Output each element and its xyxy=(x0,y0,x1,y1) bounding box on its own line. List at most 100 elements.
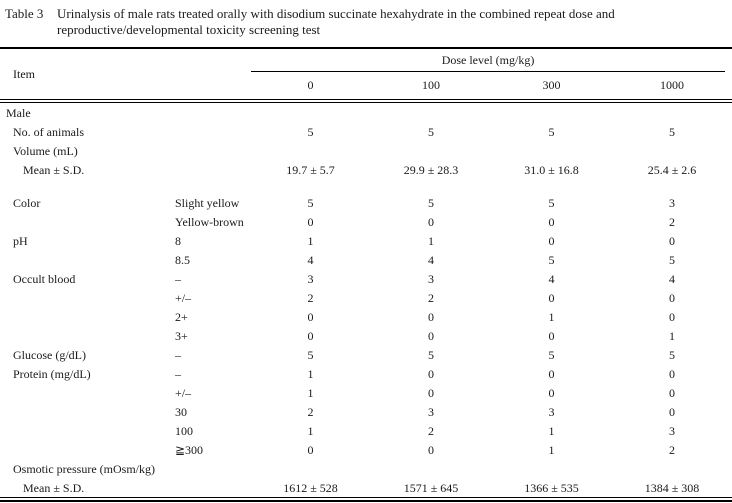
value-cell: 0 xyxy=(307,214,314,229)
column-header-dose-100: 100 xyxy=(422,78,440,92)
table-row: Osmotic pressure (mOsm/kg) xyxy=(0,459,732,478)
column-header-dose-0: 0 xyxy=(307,78,314,92)
value-cell: 1571 ± 645 xyxy=(403,480,459,495)
value-cell: 5 xyxy=(307,195,314,210)
value-cell: 0 xyxy=(428,309,434,324)
value-cell: 0 xyxy=(669,366,676,381)
category-cell: Yellow-brown xyxy=(175,214,244,229)
category-cell: 8 xyxy=(175,233,181,248)
value-cell: 2 xyxy=(669,214,676,229)
value-cell: 0 xyxy=(669,309,676,324)
item-cell xyxy=(0,383,175,402)
category-cell: 30 xyxy=(175,404,187,419)
value-cell: 5 xyxy=(548,252,555,267)
value-cell: 31.0 ± 16.8 xyxy=(524,162,579,177)
value-cell: 0 xyxy=(669,290,676,305)
value-cell: 0 xyxy=(428,366,434,381)
header-row-group: Item Dose level (mg/kg) xyxy=(0,49,732,81)
caption-line1: Urinalysis of male rats treated orally w… xyxy=(57,6,615,21)
value-cell xyxy=(371,141,491,160)
caption-label: Table 3 xyxy=(5,6,44,21)
category-cell xyxy=(175,122,250,141)
value-cell: 0 xyxy=(428,442,434,457)
value-cell xyxy=(250,103,371,122)
value-cell: 2 xyxy=(669,442,676,457)
table-row: Glucose (g/dL) – 5 5 5 5 xyxy=(0,345,732,364)
item-cell xyxy=(0,288,175,307)
value-cell: 2 xyxy=(307,290,314,305)
table-row: pH 8 1 1 0 0 xyxy=(0,231,732,250)
item-cell xyxy=(0,421,175,440)
value-cell: 1612 ± 528 xyxy=(283,480,338,495)
value-cell: 3 xyxy=(669,195,676,210)
value-cell: 5 xyxy=(669,252,676,267)
value-cell: 5 xyxy=(428,195,434,210)
category-cell: +/– xyxy=(175,385,192,400)
value-cell xyxy=(491,141,612,160)
header-row-doses: 0 100 300 1000 xyxy=(0,72,732,99)
category-cell: 2+ xyxy=(175,309,188,324)
value-cell: 1 xyxy=(307,366,314,381)
table-header: Item Dose level (mg/kg) 0 100 300 1000 xyxy=(0,49,732,103)
value-cell: 2 xyxy=(307,404,314,419)
value-cell: 0 xyxy=(548,290,555,305)
value-cell: 1384 ± 308 xyxy=(644,480,700,495)
column-header-item: Item xyxy=(13,66,35,81)
header-double-rule xyxy=(0,99,732,103)
table-row: ≧300 0 0 1 2 xyxy=(0,440,732,459)
value-cell: 1 xyxy=(669,328,676,343)
value-cell: 1 xyxy=(307,233,314,248)
value-cell: 0 xyxy=(669,385,676,400)
item-cell: Male xyxy=(6,105,31,120)
value-cell: 1 xyxy=(548,423,555,438)
value-cell: 3 xyxy=(428,271,434,286)
value-cell: 29.9 ± 28.3 xyxy=(403,162,459,177)
value-cell: 2 xyxy=(428,423,434,438)
value-cell: 5 xyxy=(548,195,555,210)
table-row: 100 1 2 1 3 xyxy=(0,421,732,440)
value-cell: 0 xyxy=(548,385,555,400)
header-divider-row xyxy=(0,99,732,103)
value-cell xyxy=(371,459,491,478)
category-cell: – xyxy=(175,347,181,362)
item-cell: Color xyxy=(13,195,41,210)
value-cell xyxy=(491,459,612,478)
column-header-dose-300: 300 xyxy=(542,78,561,92)
value-cell xyxy=(612,103,732,122)
item-cell: No. of animals xyxy=(13,124,84,139)
value-cell xyxy=(491,103,612,122)
caption-line2: reproductive/developmental toxicity scre… xyxy=(57,22,321,37)
value-cell: 3 xyxy=(548,404,555,419)
value-cell: 0 xyxy=(548,366,555,381)
value-cell: 0 xyxy=(428,214,434,229)
value-cell: 5 xyxy=(428,347,434,362)
category-cell: Slight yellow xyxy=(175,195,240,210)
value-cell: 0 xyxy=(428,328,434,343)
value-cell xyxy=(250,141,371,160)
table-body: Male No. of animals 5 5 5 5 Volume (mL) xyxy=(0,103,732,497)
value-cell: 1 xyxy=(307,423,314,438)
value-cell: 25.4 ± 2.6 xyxy=(647,162,697,177)
category-cell xyxy=(175,103,250,122)
value-cell: 1366 ± 535 xyxy=(524,480,579,495)
dose-level-label: Dose level (mg/kg) xyxy=(251,53,726,72)
table-row: Male xyxy=(0,103,732,122)
value-cell xyxy=(250,459,371,478)
value-cell: 4 xyxy=(548,271,555,286)
table-row: 8.5 4 4 5 5 xyxy=(0,250,732,269)
bottom-rule xyxy=(0,497,732,502)
value-cell: 0 xyxy=(307,442,314,457)
value-cell: 5 xyxy=(548,347,555,362)
value-cell: 0 xyxy=(428,385,434,400)
table-row: 3+ 0 0 0 1 xyxy=(0,326,732,345)
value-cell: 3 xyxy=(669,423,676,438)
column-header-dose-level: Dose level (mg/kg) xyxy=(250,49,732,72)
category-cell: ≧300 xyxy=(175,442,204,457)
item-cell xyxy=(0,402,175,421)
top-rule xyxy=(0,47,732,49)
value-cell: 2 xyxy=(428,290,434,305)
value-cell: 4 xyxy=(307,252,314,267)
value-cell: 4 xyxy=(669,271,676,286)
category-cell xyxy=(175,141,250,160)
item-cell xyxy=(0,212,175,231)
